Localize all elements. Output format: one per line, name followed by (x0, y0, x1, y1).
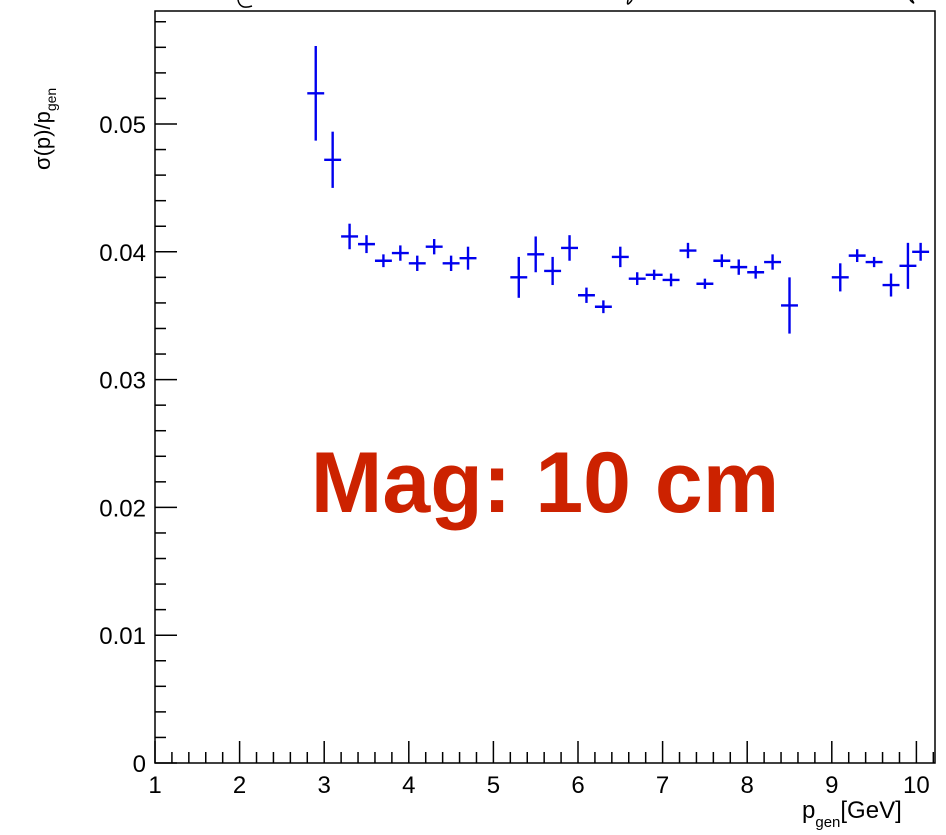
data-point (527, 236, 545, 273)
x-tick-label: 8 (741, 772, 754, 799)
top-title-fragment (237, 0, 915, 8)
y-axis-tick-labels: 0 0.01 0.02 0.03 0.04 0.05 (99, 112, 146, 778)
data-point (730, 259, 748, 275)
y-axis-title: σ(p)/pgen (30, 88, 59, 170)
data-point (391, 245, 409, 261)
data-point (611, 246, 629, 268)
data-point (307, 46, 325, 141)
y-tick-label: 0 (133, 751, 146, 778)
data-point (865, 256, 883, 268)
y-tick-label: 0.05 (99, 112, 146, 139)
y-axis-ticks (155, 21, 177, 764)
data-point (324, 131, 342, 188)
data-point (628, 272, 646, 286)
magnet-annotation: Mag: 10 cm (311, 435, 779, 531)
x-tick-label: 4 (402, 772, 415, 799)
x-tick-label: 2 (233, 772, 246, 799)
data-point (510, 256, 528, 298)
data-markers (307, 46, 930, 334)
data-point (544, 256, 562, 286)
data-point (713, 254, 731, 268)
x-tick-label: 6 (571, 772, 584, 799)
data-point (764, 254, 782, 270)
y-tick-label: 0.03 (99, 368, 146, 395)
y-tick-label: 0.04 (99, 240, 146, 267)
data-point (696, 278, 714, 289)
data-point (341, 223, 359, 250)
data-point (882, 273, 900, 297)
y-tick-label: 0.02 (99, 495, 146, 522)
data-point (561, 235, 578, 261)
data-point (781, 277, 798, 334)
x-axis-title: pgen[GeV] (802, 797, 902, 831)
data-point (408, 255, 426, 271)
x-axis-ticks (154, 741, 935, 763)
data-point (899, 242, 917, 289)
data-point (831, 263, 849, 292)
data-point (358, 235, 375, 254)
data-point (425, 239, 443, 255)
x-axis-tick-labels: 1 2 3 4 5 6 7 8 9 10 (148, 772, 929, 799)
data-point (459, 246, 477, 270)
x-tick-label: 3 (318, 772, 331, 799)
plot-frame (154, 10, 936, 764)
x-tick-label: 5 (487, 772, 500, 799)
data-point (747, 265, 765, 279)
y-tick-label: 0.01 (99, 623, 146, 650)
data-point (374, 254, 392, 268)
x-tick-label: 9 (825, 772, 838, 799)
data-point (848, 249, 866, 263)
x-tick-label: 1 (148, 772, 161, 799)
data-point (578, 287, 595, 303)
data-point (594, 300, 612, 314)
data-point (442, 255, 460, 271)
data-point (912, 242, 930, 261)
data-point (645, 269, 663, 280)
data-point (662, 273, 680, 287)
x-tick-label: 10 (903, 772, 930, 799)
data-point (679, 242, 697, 259)
x-tick-label: 7 (656, 772, 669, 799)
